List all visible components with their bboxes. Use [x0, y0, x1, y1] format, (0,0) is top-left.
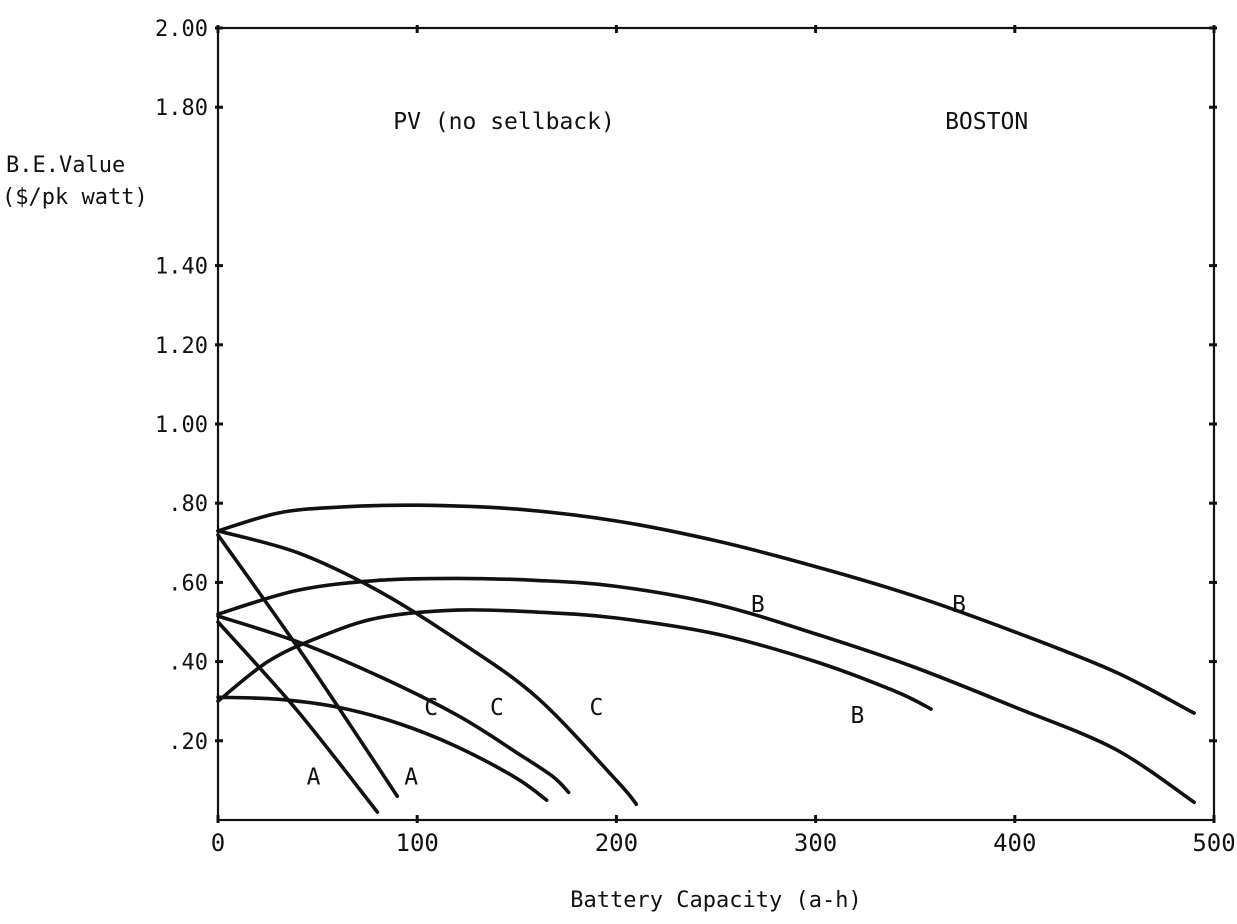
y-tick-label: 1.20 — [155, 334, 208, 359]
series-line-7 — [216, 533, 400, 798]
y-tick-label: 1.80 — [155, 96, 208, 121]
y-axis-ticks: 2.00 1.80 1.40 1.20 1.00 .80 .60 .40 .20 — [155, 17, 1217, 755]
series-line-6 — [216, 695, 549, 802]
x-axis-title: Battery Capacity (a-h) — [570, 888, 861, 913]
curve-labels: A A C C C B B B — [307, 592, 966, 790]
x-tick-label: 0 — [211, 829, 225, 857]
annotation-text: BOSTON — [945, 109, 1028, 135]
series-line-2 — [216, 576, 1196, 804]
curve-label-b: B — [851, 703, 865, 729]
curves — [216, 503, 1196, 814]
curve-label-b: B — [751, 592, 765, 618]
series-line-3 — [216, 607, 933, 711]
plot-frame — [216, 26, 1216, 822]
x-axis-ticks: 0 100 200 300 400 500 — [211, 25, 1236, 857]
annotation-text: PV (no sellback) — [393, 109, 615, 135]
series-line-8 — [216, 620, 380, 814]
curve-label-a: A — [404, 764, 418, 790]
annotations: PV (no sellback) BOSTON — [393, 109, 1028, 135]
y-axis-title-line-2: ($/pk watt) — [2, 185, 148, 210]
x-tick-label: 400 — [993, 829, 1036, 857]
x-tick-label: 200 — [595, 829, 638, 857]
y-tick-label: 1.00 — [155, 413, 208, 438]
y-tick-label: 2.00 — [155, 17, 208, 42]
curve-label-c: C — [490, 695, 504, 721]
y-tick-label: .40 — [168, 651, 208, 676]
curve-label-a: A — [307, 764, 321, 790]
curve-label-b: B — [952, 592, 966, 618]
series-line-1 — [216, 503, 1196, 715]
y-axis-title-line-1: B.E.Value — [6, 153, 125, 178]
y-tick-label: .20 — [168, 730, 208, 755]
y-tick-label: .60 — [168, 571, 208, 596]
series-line-5 — [216, 614, 571, 795]
x-tick-label: 100 — [396, 829, 439, 857]
curve-label-c: C — [590, 695, 604, 721]
x-tick-label: 300 — [794, 829, 837, 857]
x-tick-label: 500 — [1192, 829, 1235, 857]
y-tick-label: 1.40 — [155, 255, 208, 280]
y-tick-label: .80 — [168, 492, 208, 517]
series-line-4 — [216, 529, 639, 806]
curve-label-c: C — [424, 695, 438, 721]
